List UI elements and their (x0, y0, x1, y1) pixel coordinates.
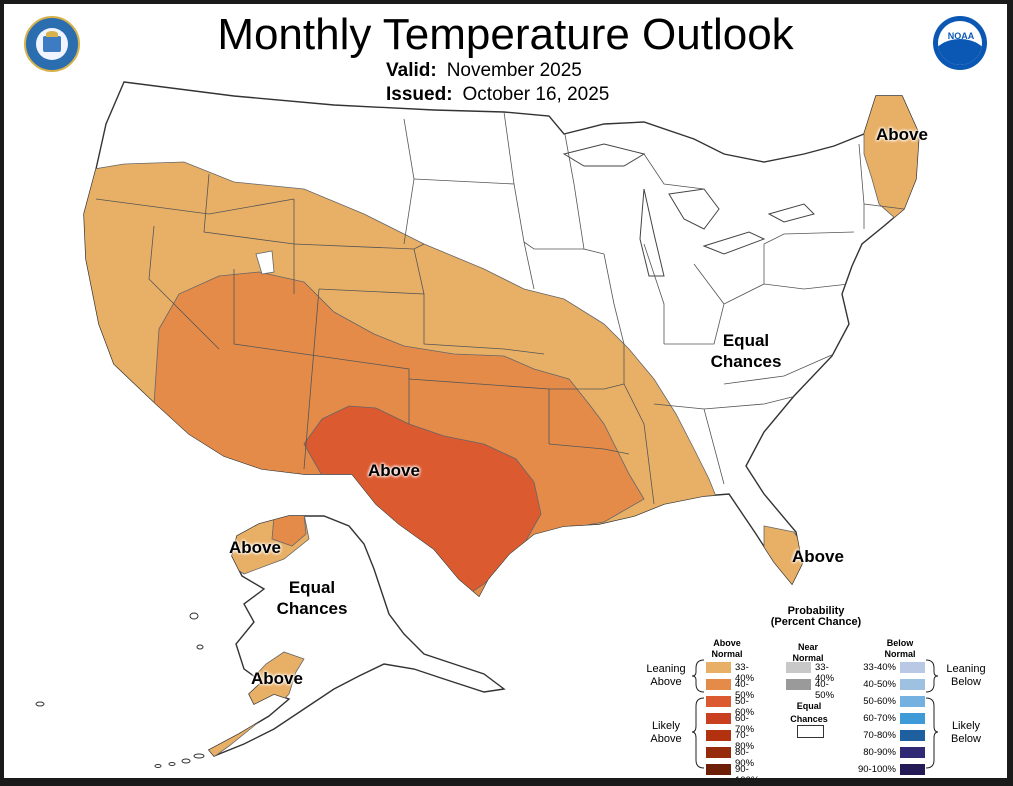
legend-equal-chances: Equal Chances (784, 700, 834, 726)
legend-label-near-0: 33-40% (815, 662, 835, 684)
label-conus-chances: Chances (710, 352, 782, 371)
legend-label-near-1: 40-50% (815, 679, 835, 701)
legend-brackets (691, 659, 939, 769)
legend-above-header-line2: Normal (711, 649, 743, 659)
legend-swatch-equal-chances (797, 725, 824, 738)
legend-above-header-line1: Above (713, 638, 741, 648)
legend-swatch-below-2 (900, 696, 925, 707)
outlook-map (35, 81, 920, 768)
legend-near-header-line1: Near (797, 642, 818, 652)
legend-label-below-0: 33-40% (863, 662, 896, 673)
legend-title-line1: Probability (787, 605, 845, 617)
legend-leaning-above: Leaning Above (644, 663, 688, 689)
page-title: Monthly Temperature Outlook (217, 10, 794, 59)
legend-leaning-below: Leaning Below (944, 663, 988, 689)
legend-swatch-above-1 (706, 679, 731, 690)
region-alaska-north-40-50 (271, 516, 307, 547)
label-alaska-south-above: Above (251, 669, 303, 688)
label-alaska-equal-chances: Equal Chances (270, 577, 354, 619)
legend-swatch-above-2 (706, 696, 731, 707)
legend-leaning-below-line1: Leaning (946, 663, 986, 675)
legend-swatch-above-4 (706, 730, 731, 741)
legend-near-header: Near Normal (788, 642, 828, 664)
valid-value: November 2025 (446, 60, 582, 81)
label-alaska-north-above: Above (229, 538, 281, 557)
issued-label: Issued: (386, 84, 453, 105)
legend-swatch-near-0 (786, 662, 811, 673)
legend-swatch-above-0 (706, 662, 731, 673)
legend-below-header-line1: Below (886, 638, 914, 648)
valid-line: Valid: November 2025 (386, 60, 582, 82)
legend-label-above-6: 90-100% (735, 764, 759, 778)
legend-swatch-above-5 (706, 747, 731, 758)
legend-likely-above-line1: Likely (651, 720, 681, 732)
legend-label-above-2: 50-60% (735, 696, 755, 718)
label-conus-equal: Equal (722, 331, 770, 350)
aleutian-islands (35, 612, 205, 768)
legend-title: Probability (Percent Chance) (756, 606, 876, 628)
legend-near-header-line2: Normal (792, 653, 824, 663)
legend-likely-above-line2: Above (650, 733, 682, 745)
legend-leaning-above-line2: Above (650, 676, 682, 688)
legend-title-line2: (Percent Chance) (770, 616, 862, 628)
legend-swatch-below-4 (900, 730, 925, 741)
legend-above-header: Above Normal (704, 638, 750, 660)
legend-label-below-6: 90-100% (857, 764, 896, 775)
great-lakes (562, 143, 815, 277)
legend-swatch-below-6 (900, 764, 925, 775)
label-ak-chances: Chances (276, 599, 348, 618)
legend-equal-chances-line2: Chances (790, 714, 828, 724)
legend-swatch-below-3 (900, 713, 925, 724)
legend-label-above-1: 40-50% (735, 679, 755, 701)
issued-value: October 16, 2025 (462, 84, 610, 105)
legend-label-below-2: 50-60% (863, 696, 896, 707)
legend-label-below-1: 40-50% (863, 679, 896, 690)
issued-line: Issued: October 16, 2025 (386, 84, 609, 106)
label-maine-above: Above (876, 125, 928, 144)
label-texas-above: Above (368, 461, 420, 480)
legend-label-below-4: 70-80% (863, 730, 896, 741)
state-boundaries (95, 111, 905, 505)
legend-likely-above: Likely Above (644, 720, 688, 746)
legend-swatch-below-1 (900, 679, 925, 690)
legend-likely-below: Likely Below (944, 720, 988, 746)
legend-label-above-0: 33-40% (735, 662, 755, 684)
valid-label: Valid: (386, 60, 437, 81)
legend-swatch-below-0 (900, 662, 925, 673)
legend-label-above-5: 80-90% (735, 747, 755, 769)
label-florida-above: Above (792, 547, 844, 566)
great-salt-lake (255, 250, 275, 275)
legend-likely-below-line1: Likely (951, 720, 981, 732)
label-ak-equal: Equal (288, 578, 336, 597)
legend-label-below-5: 80-90% (863, 747, 896, 758)
legend-label-below-3: 60-70% (863, 713, 896, 724)
legend-below-header: Below Normal (878, 638, 922, 660)
legend-label-above-3: 60-70% (735, 713, 755, 735)
legend-leaning-above-line1: Leaning (646, 663, 686, 675)
legend-leaning-below-line2: Below (951, 676, 981, 688)
outlook-figure: NOAA Monthly Temperature Outlook Valid: N… (4, 4, 1007, 778)
commerce-seal-icon (24, 16, 80, 72)
legend-likely-below-line2: Below (951, 733, 981, 745)
legend-below-header-line2: Normal (884, 649, 916, 659)
noaa-logo-icon: NOAA (933, 16, 987, 70)
legend-swatch-near-1 (786, 679, 811, 690)
legend-swatch-below-5 (900, 747, 925, 758)
legend-equal-chances-line1: Equal (796, 701, 822, 711)
legend-label-above-4: 70-80% (735, 730, 755, 752)
label-conus-equal-chances: Equal Chances (704, 330, 788, 372)
legend-swatch-above-6 (706, 764, 731, 775)
legend-swatch-above-3 (706, 713, 731, 724)
